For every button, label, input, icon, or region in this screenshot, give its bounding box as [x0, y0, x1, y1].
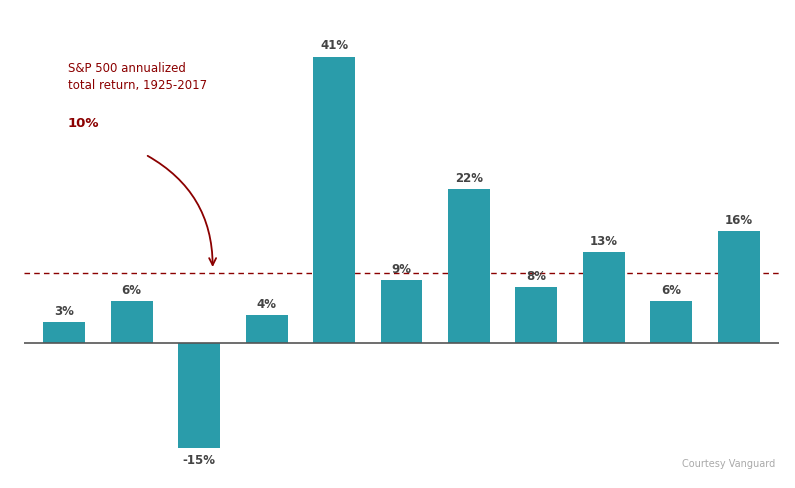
Text: 4%: 4%: [257, 298, 277, 311]
Text: S&P 500 annualized
total return, 1925-2017: S&P 500 annualized total return, 1925-20…: [68, 61, 207, 92]
Bar: [381, 280, 422, 343]
Bar: [44, 322, 85, 343]
Bar: [650, 301, 692, 343]
Text: -15%: -15%: [183, 454, 215, 467]
Bar: [583, 252, 625, 343]
Text: 10%: 10%: [68, 117, 99, 130]
Text: 8%: 8%: [526, 270, 546, 283]
Text: 41%: 41%: [320, 40, 348, 52]
Text: Courtesy Vanguard: Courtesy Vanguard: [682, 459, 776, 468]
Bar: [246, 315, 288, 343]
Bar: [111, 301, 153, 343]
Text: 13%: 13%: [590, 235, 618, 248]
Text: 3%: 3%: [54, 305, 74, 318]
Bar: [313, 57, 355, 343]
Text: 6%: 6%: [122, 284, 142, 297]
Bar: [515, 287, 557, 343]
Text: 16%: 16%: [724, 214, 753, 227]
Text: 6%: 6%: [661, 284, 681, 297]
Bar: [448, 189, 490, 343]
Text: 9%: 9%: [391, 263, 412, 276]
Text: 22%: 22%: [455, 172, 483, 185]
Bar: [718, 231, 759, 343]
Bar: [178, 343, 220, 448]
